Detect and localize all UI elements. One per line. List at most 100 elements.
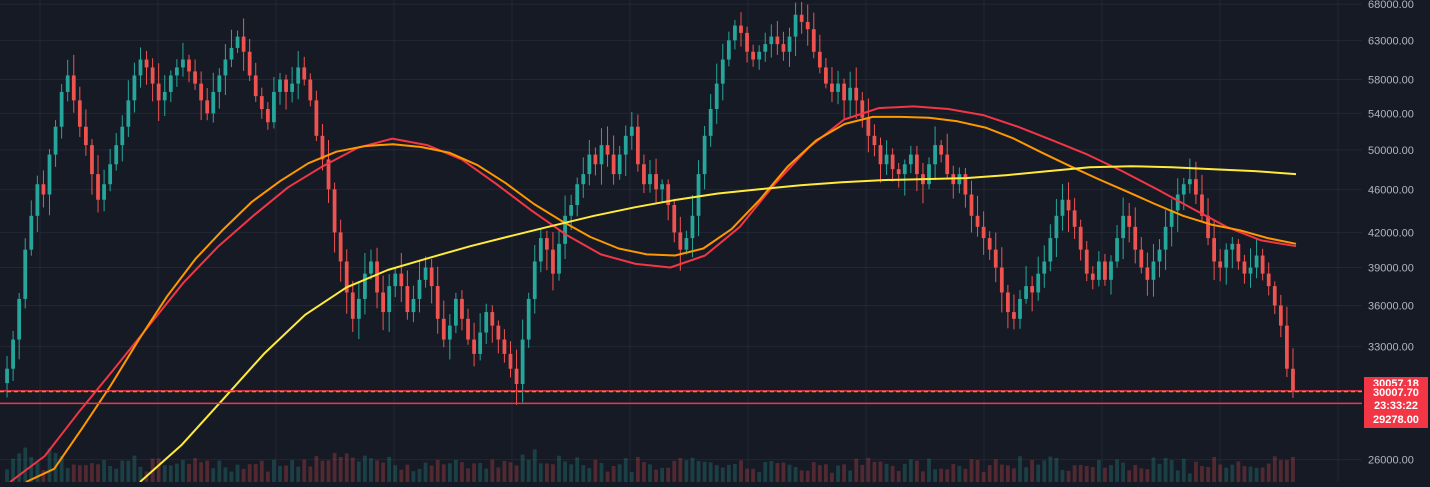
candle: [1084, 240, 1089, 282]
volume-bar: [981, 472, 986, 482]
candle-body: [854, 87, 859, 101]
candle-body: [187, 59, 191, 72]
volume-bar: [854, 458, 859, 482]
candle-body: [211, 91, 216, 114]
candle: [563, 195, 567, 259]
candle: [1005, 284, 1010, 329]
candle: [1139, 237, 1144, 274]
candle-body: [466, 318, 470, 340]
volume-bar: [193, 458, 197, 482]
volume-bar: [1291, 456, 1295, 482]
candle-body: [642, 164, 646, 185]
candle-body: [557, 243, 561, 274]
candle: [1090, 266, 1095, 290]
volume-bar: [1139, 468, 1144, 482]
candle: [168, 70, 173, 103]
candle-body: [775, 36, 780, 45]
volume-bar: [223, 467, 228, 482]
candle: [945, 133, 950, 180]
candle: [1224, 243, 1229, 285]
volume-bar: [939, 468, 944, 482]
volume-bar: [660, 467, 665, 482]
volume-bar: [375, 460, 379, 482]
candle: [429, 259, 434, 304]
volume-bar: [84, 465, 88, 482]
candle-body: [648, 174, 652, 185]
candle: [241, 18, 246, 71]
candle: [247, 39, 252, 82]
candle: [132, 62, 137, 113]
volume-bar: [921, 471, 925, 482]
candle-body: [1272, 286, 1277, 306]
volume-bar: [805, 470, 810, 482]
candle: [557, 229, 561, 281]
candle: [860, 91, 865, 128]
volume-bar: [1084, 466, 1089, 482]
candle-body: [205, 100, 210, 114]
candle: [799, 1, 804, 34]
candle: [1285, 306, 1289, 378]
volume-bar: [557, 455, 561, 482]
candle-body: [660, 184, 665, 190]
candle: [993, 232, 998, 283]
price-tick-label: 46000.00: [1368, 184, 1414, 196]
candle: [1030, 276, 1035, 312]
candle-body: [599, 145, 604, 165]
candle-body: [217, 75, 222, 92]
candle: [53, 120, 58, 167]
volume-bar: [1266, 463, 1271, 482]
candle-body: [296, 67, 301, 84]
candle-body: [302, 67, 307, 80]
candle-body: [235, 36, 240, 48]
candle-body: [1291, 368, 1295, 392]
candle: [460, 290, 464, 331]
price-axis[interactable]: 68000.00 63000.00 58000.00 54000.00 50000.00…: [1362, 0, 1430, 482]
volume-bar: [1060, 469, 1065, 482]
candle-body: [1260, 255, 1265, 274]
price-chart[interactable]: [0, 0, 1362, 483]
candle: [90, 139, 94, 195]
candle: [314, 90, 319, 142]
candle-body: [635, 126, 640, 165]
volume-bar: [908, 459, 913, 482]
candle: [332, 182, 337, 253]
volume-bar: [59, 456, 64, 482]
candle: [890, 148, 895, 182]
candle-body: [581, 174, 586, 185]
volume-bar: [1254, 467, 1259, 482]
candle-body: [666, 184, 671, 206]
candle: [939, 140, 944, 163]
volume-bar: [987, 465, 992, 482]
candle: [344, 249, 349, 314]
candle: [17, 292, 22, 360]
candle: [605, 126, 610, 167]
volume-bar: [114, 468, 119, 482]
candle-body: [575, 184, 580, 206]
candle: [205, 88, 210, 121]
candle: [399, 252, 404, 303]
candle-body: [241, 36, 246, 52]
volume-bar: [429, 465, 434, 482]
price-tick-label: 68000.00: [1368, 0, 1414, 11]
candle: [265, 102, 270, 130]
candle-body: [429, 267, 434, 287]
volume-bar: [514, 465, 519, 482]
volume-bar: [490, 459, 495, 482]
candle: [745, 26, 749, 63]
candle-body: [1005, 292, 1010, 313]
candlestick-plot[interactable]: [0, 0, 1362, 483]
candle: [502, 329, 507, 363]
volume-bar: [799, 470, 804, 482]
candle-body: [1236, 243, 1241, 262]
candle: [702, 126, 707, 190]
volume-bar: [1024, 467, 1028, 482]
candle-body: [963, 174, 968, 195]
candle-body: [915, 154, 919, 175]
volume-bar: [502, 460, 507, 482]
candle: [356, 281, 361, 340]
candle: [156, 63, 161, 121]
candle: [648, 160, 652, 193]
candle-body: [1121, 215, 1126, 239]
candle: [739, 12, 743, 47]
candle: [338, 219, 343, 282]
